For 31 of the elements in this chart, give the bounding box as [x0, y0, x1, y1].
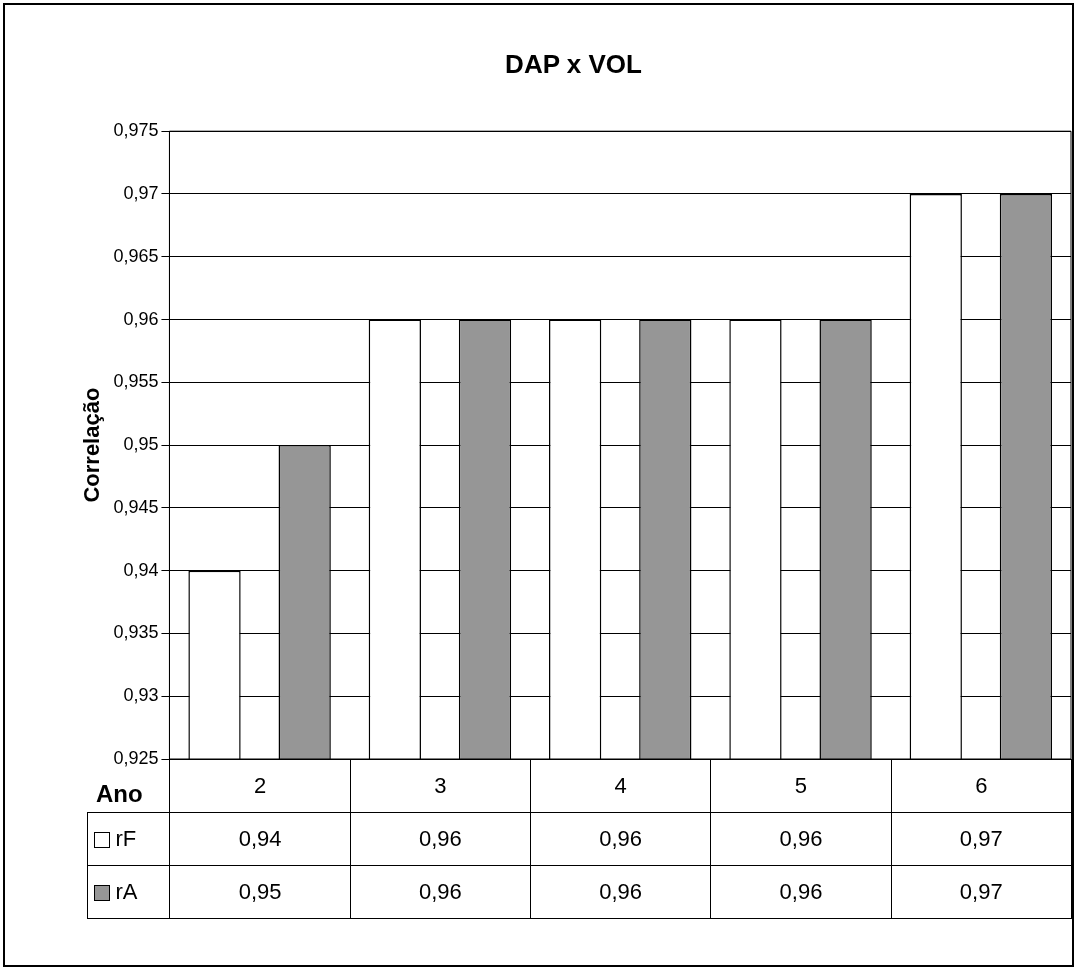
- legend-label: rA: [87, 865, 170, 919]
- y-tick-label: 0,97: [123, 182, 159, 203]
- data-label: 0,97: [891, 812, 1072, 866]
- y-tick-label: 0,975: [113, 120, 159, 141]
- y-tick-label: 0,94: [123, 559, 159, 580]
- x-tick-label: 4: [530, 759, 711, 813]
- y-tick-label: 0,925: [113, 747, 159, 768]
- data-label: 0,94: [169, 812, 351, 866]
- data-label: 0,96: [350, 865, 531, 919]
- x-tick-label: 3: [350, 759, 531, 813]
- x-tick-label: 2: [169, 759, 351, 813]
- data-label: 0,96: [350, 812, 531, 866]
- y-tick-label: 0,93: [123, 685, 159, 706]
- y-tick-label: 0,955: [113, 371, 159, 392]
- data-label: 0,96: [530, 865, 711, 919]
- x-axis-title: Ano: [95, 780, 143, 807]
- y-tick-label: 0,945: [113, 496, 159, 517]
- data-label: 0,95: [169, 865, 351, 919]
- data-label: 0,96: [710, 865, 892, 919]
- chart-title: DAP x VOL: [505, 48, 643, 79]
- y-tick-label: 0,96: [123, 308, 159, 329]
- x-tick-label: 6: [891, 759, 1072, 813]
- y-tick-label: 0,965: [113, 245, 159, 266]
- text: rF: [87, 812, 170, 866]
- y-tick-label: 0,95: [123, 434, 159, 455]
- y-tick-label: 0,935: [113, 622, 159, 643]
- data-label: 0,96: [530, 812, 711, 866]
- data-label: 0,96: [710, 812, 892, 866]
- data-label: 0,97: [891, 865, 1072, 919]
- x-tick-label: 5: [710, 759, 892, 813]
- y-axis-title: Correlação: [79, 387, 105, 503]
